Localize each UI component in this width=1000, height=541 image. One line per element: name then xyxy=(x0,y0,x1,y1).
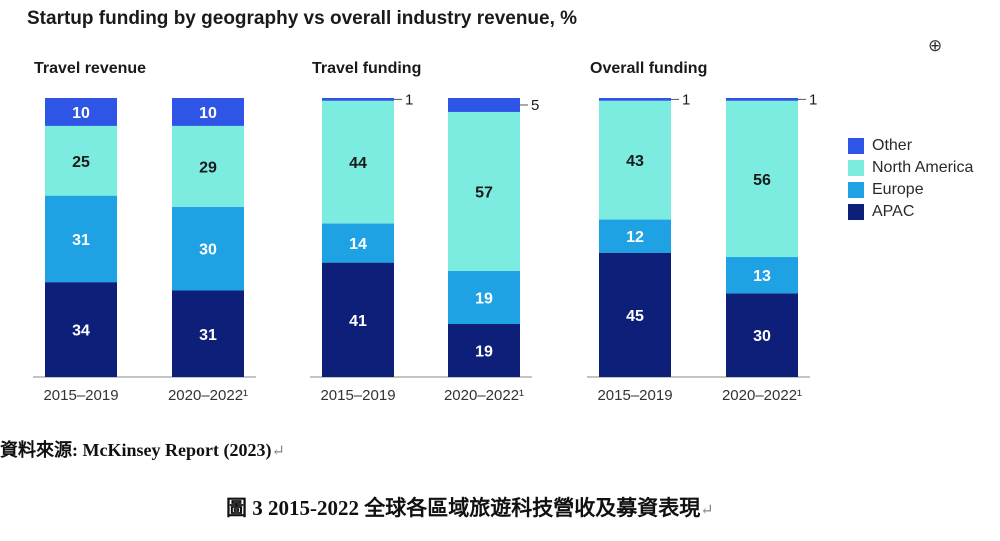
data-label-other: 1 xyxy=(682,91,690,108)
bar-segment-europe xyxy=(322,223,394,263)
data-label-apac: 31 xyxy=(199,327,217,344)
bar-segment-apac xyxy=(45,282,117,377)
anchor-icon[interactable]: ⊕ xyxy=(928,36,943,55)
stacked-bar-charts: Travel revenue 34 31 25 10 2015–2019 31 30 29 10 2… xyxy=(33,60,817,404)
data-label-apac: 30 xyxy=(753,328,771,345)
bar-segment-apac xyxy=(599,252,671,377)
bar-segment-other xyxy=(172,98,244,126)
bar-segment-other xyxy=(726,98,798,101)
bar-segment-europe xyxy=(599,219,671,253)
bar-segment-north-america xyxy=(45,125,117,196)
data-label-apac: 45 xyxy=(626,308,644,325)
data-label-europe: 31 xyxy=(72,232,90,249)
bar-segment-north-america xyxy=(599,100,671,220)
tick-label-2015-2019: 2015–2019 xyxy=(43,387,118,404)
source-text: 資料來源: McKinsey Report (2023) xyxy=(0,440,272,460)
bar-segment-north-america xyxy=(448,111,520,271)
bar-segment-apac xyxy=(726,293,798,377)
figure-caption: 圖 3 2015-2022 全球各區域旅遊科技營收及募資表現↵ xyxy=(226,492,714,522)
return-mark: ↵ xyxy=(271,443,285,460)
data-label-europe: 19 xyxy=(475,290,493,307)
panel-title-overall-funding: Overall funding xyxy=(590,60,707,77)
data-label-north-america: 25 xyxy=(72,154,90,171)
data-label-north-america: 43 xyxy=(626,153,644,170)
legend-label-europe: Europe xyxy=(872,181,924,198)
data-label-other: 10 xyxy=(199,105,217,122)
bar-segment-north-america xyxy=(726,100,798,258)
legend-item-other: Other xyxy=(848,135,973,157)
legend-swatch-north-america xyxy=(848,160,864,176)
tick-label-2020-2022: 2020–2022¹ xyxy=(444,387,524,404)
bar-segment-north-america xyxy=(322,100,394,224)
legend-item-north-america: North America xyxy=(848,157,973,179)
data-label-europe: 13 xyxy=(753,268,771,285)
bar-segment-apac xyxy=(448,323,520,377)
tick-label-2020-2022: 2020–2022¹ xyxy=(168,387,248,404)
data-label-other: 10 xyxy=(72,105,90,122)
legend-item-europe: Europe xyxy=(848,179,973,201)
data-label-north-america: 44 xyxy=(349,155,367,172)
caption-text: 圖 3 2015-2022 全球各區域旅遊科技營收及募資表現 xyxy=(226,496,701,520)
bar-segment-other xyxy=(599,98,671,101)
data-label-apac: 19 xyxy=(475,343,493,360)
data-label-other: 5 xyxy=(531,97,539,114)
legend-swatch-other xyxy=(848,138,864,154)
bar-segment-europe xyxy=(726,257,798,294)
bar-segment-europe xyxy=(172,206,244,291)
data-label-apac: 41 xyxy=(349,313,367,330)
tick-label-2015-2019: 2015–2019 xyxy=(597,387,672,404)
legend: Other North America Europe APAC xyxy=(848,135,973,223)
legend-item-apac: APAC xyxy=(848,201,973,223)
bar-segment-europe xyxy=(448,270,520,324)
data-label-europe: 12 xyxy=(626,229,644,246)
bar-segment-other xyxy=(322,98,394,101)
bar-segment-other xyxy=(45,98,117,126)
bar-segment-apac xyxy=(322,262,394,377)
bar-segment-north-america xyxy=(172,125,244,207)
data-label-apac: 34 xyxy=(72,323,90,340)
bar-segment-europe xyxy=(45,195,117,283)
tick-label-2020-2022: 2020–2022¹ xyxy=(722,387,802,404)
return-mark: ↵ xyxy=(700,502,714,519)
data-label-north-america: 29 xyxy=(199,159,217,176)
panel-title-travel-funding: Travel funding xyxy=(312,60,421,77)
data-label-other: 1 xyxy=(809,91,817,108)
data-label-other: 1 xyxy=(405,91,413,108)
data-label-europe: 30 xyxy=(199,242,217,259)
bar-segment-other xyxy=(448,98,520,112)
data-label-north-america: 57 xyxy=(475,184,493,201)
data-label-north-america: 56 xyxy=(753,172,771,189)
legend-label-north-america: North America xyxy=(872,159,974,176)
legend-label-other: Other xyxy=(872,137,913,154)
bar-segment-apac xyxy=(172,290,244,377)
legend-swatch-europe xyxy=(848,182,864,198)
legend-label-apac: APAC xyxy=(872,203,915,220)
source-note: 資料來源: McKinsey Report (2023)↵ xyxy=(0,436,285,462)
legend-swatch-apac xyxy=(848,204,864,220)
data-label-europe: 14 xyxy=(349,236,367,253)
tick-label-2015-2019: 2015–2019 xyxy=(320,387,395,404)
panel-title-travel-revenue: Travel revenue xyxy=(34,60,146,77)
chart-title: Startup funding by geography vs overall … xyxy=(27,8,578,29)
